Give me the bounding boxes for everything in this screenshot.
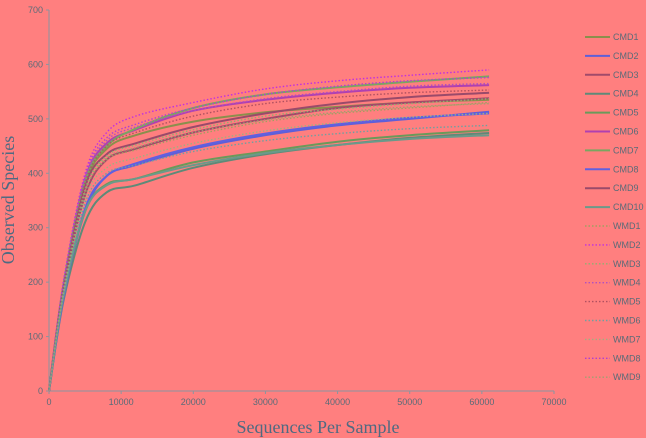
legend-label-cmd3: CMD3 [613,70,639,80]
legend-label-cmd9: CMD9 [613,183,639,193]
series-line-wmd4 [48,82,490,392]
x-tick-label: 50000 [397,397,422,407]
legend-label-cmd5: CMD5 [613,108,639,118]
y-tick-label: 300 [28,223,43,233]
series-line-cmd1 [48,98,490,392]
legend-label-cmd7: CMD7 [613,145,639,155]
x-tick-label: 20000 [181,397,206,407]
y-tick-label: 700 [28,5,43,15]
x-tick-label: 40000 [325,397,350,407]
legend-label-wmd2: WMD2 [613,240,641,250]
legend-label-wmd4: WMD4 [613,278,641,288]
axes [46,9,555,394]
legend-label-wmd6: WMD6 [613,316,641,326]
legend-label-cmd4: CMD4 [613,89,639,99]
y-tick-label: 0 [38,386,43,396]
x-tick-label: 30000 [253,397,278,407]
legend-label-cmd8: CMD8 [613,164,639,174]
y-tick-label: 600 [28,59,43,69]
y-tick-label: 200 [28,277,43,287]
x-axis-title: Sequences Per Sample [237,417,400,437]
series-line-wmd9 [48,102,490,392]
legend-label-cmd10: CMD10 [613,202,644,212]
legend-label-cmd6: CMD6 [613,127,639,137]
x-tick-label: 60000 [469,397,494,407]
tick-labels: 0 10000 20000 30000 40000 50000 60000 70000 0 100… [28,5,567,407]
legend-label-cmd2: CMD2 [613,51,639,61]
legend-label-wmd9: WMD9 [613,372,641,382]
series-line-wmd8 [48,76,490,392]
legend: CMD1 CMD2 CMD3 CMD4 CMD5 CMD6 CMD7 CMD8 CMD9 CMD1… [585,32,644,382]
y-tick-label: 500 [28,114,43,124]
legend-label-wmd5: WMD5 [613,297,641,307]
plot-area [48,69,490,392]
legend-label-cmd1: CMD1 [613,32,639,42]
y-axis-title: Observed Species [0,136,18,264]
legend-label-wmd7: WMD7 [613,334,641,344]
series-line-cmd10 [48,134,490,392]
series-line-wmd6 [48,124,490,392]
series-line-cmd7 [48,75,490,392]
x-tick-label: 10000 [109,397,134,407]
series-line-wmd7 [48,112,490,392]
x-tick-label: 70000 [541,397,566,407]
y-tick-label: 400 [28,168,43,178]
x-tick-label: 0 [46,397,51,407]
y-tick-label: 100 [28,332,43,342]
series-line-wmd1 [48,101,490,392]
legend-label-wmd1: WMD1 [613,221,641,231]
legend-label-wmd8: WMD8 [613,353,641,363]
legend-label-wmd3: WMD3 [613,259,641,269]
